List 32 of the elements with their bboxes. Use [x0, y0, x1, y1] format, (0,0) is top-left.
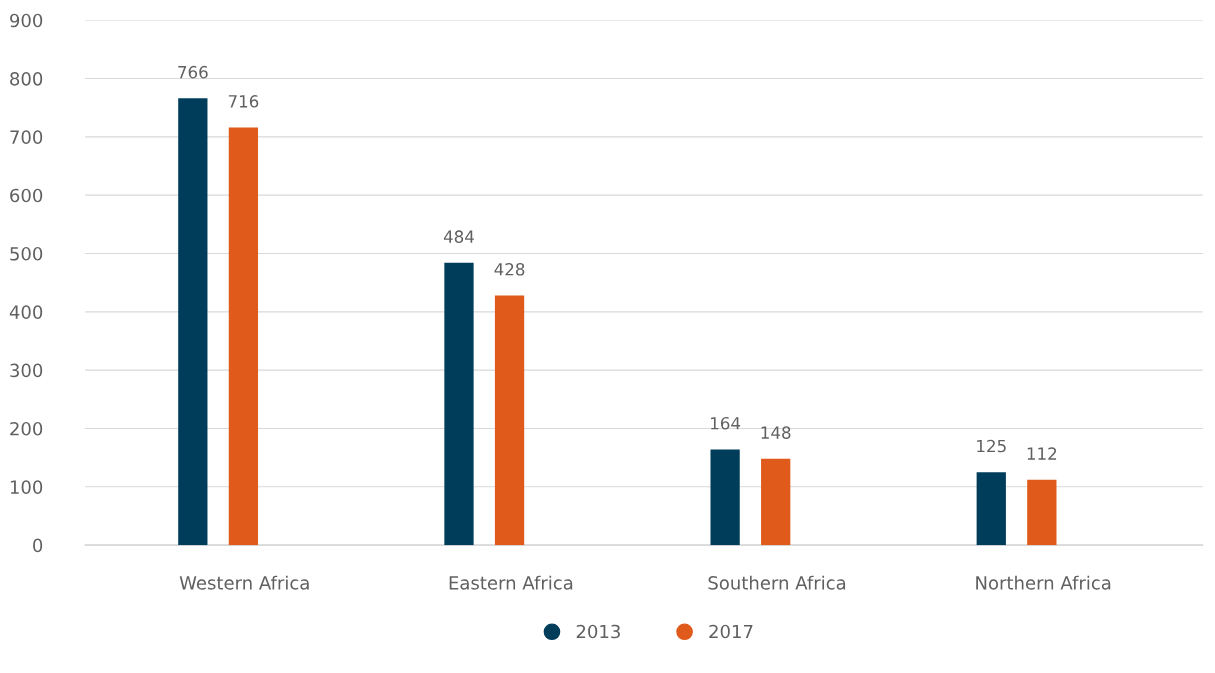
data-label: 428	[494, 262, 525, 276]
x-tick-label: Southern Africa	[708, 575, 846, 590]
x-tick-label: Western Africa	[179, 575, 309, 590]
bar	[976, 472, 1006, 546]
y-tick-label: 900	[10, 13, 43, 28]
bar	[228, 127, 259, 546]
data-label: 148	[761, 426, 791, 439]
x-tick-label: Northern Africa	[976, 575, 1111, 590]
y-tick-label: 100	[10, 480, 43, 494]
y-tick-label: 500	[10, 246, 43, 261]
bar	[710, 449, 740, 546]
bar	[761, 458, 791, 546]
bar	[444, 262, 474, 546]
bar	[178, 98, 208, 546]
data-label: 164	[711, 416, 741, 430]
data-label: 484	[443, 230, 474, 243]
legend-label: 2017	[709, 624, 753, 639]
y-tick-label: 0	[33, 538, 43, 553]
y-tick-label: 600	[10, 188, 43, 203]
legend-label: 2013	[576, 624, 620, 639]
data-label: 112	[1027, 447, 1057, 460]
y-tick-label: 800	[10, 71, 43, 86]
y-tick-label: 200	[10, 421, 43, 436]
y-tick-label: 300	[10, 363, 43, 378]
bar	[494, 295, 525, 546]
data-label: 716	[228, 95, 259, 108]
data-label: 766	[178, 65, 208, 79]
bar	[1027, 479, 1057, 546]
y-tick-label: 400	[9, 305, 43, 319]
x-tick-label: Eastern Africa	[449, 575, 573, 590]
data-label: 125	[977, 439, 1006, 453]
y-tick-label: 700	[10, 130, 43, 144]
